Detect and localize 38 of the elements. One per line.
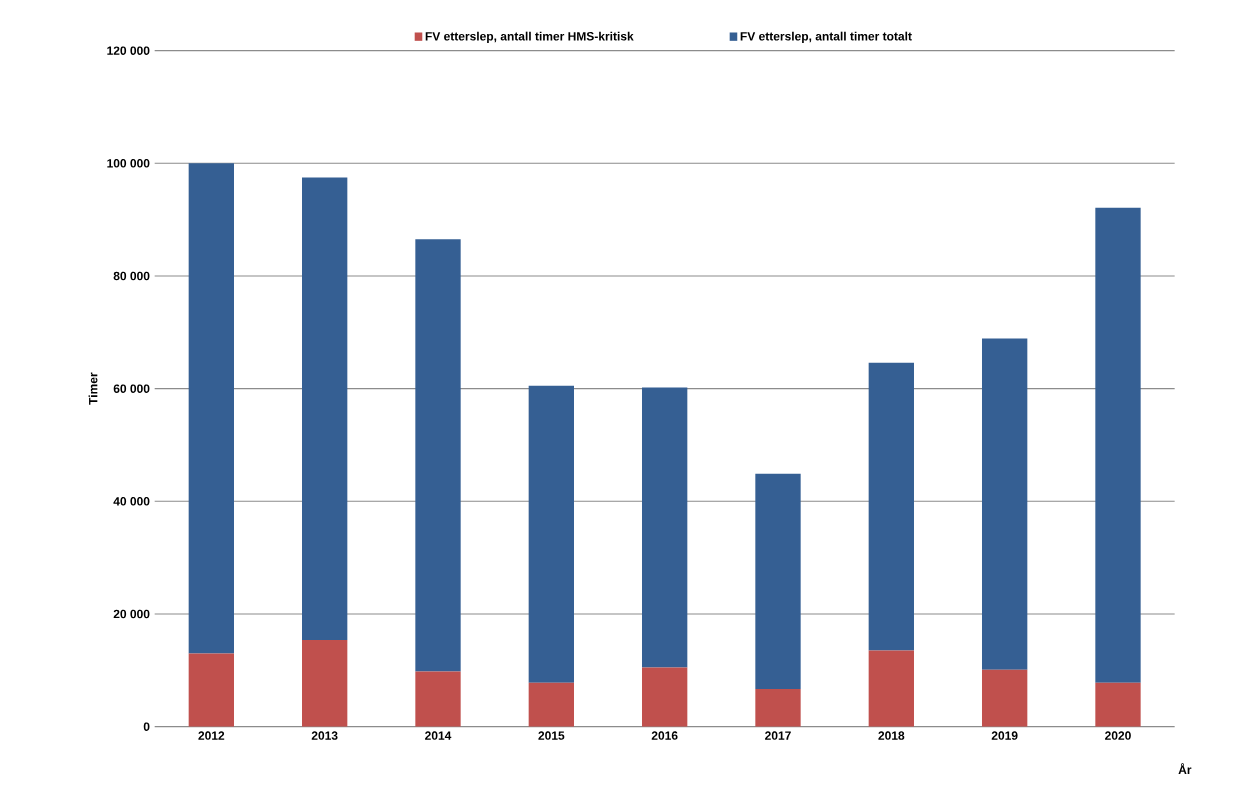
bar — [981, 669, 1028, 727]
y-tick-label: 40 000 — [113, 497, 150, 506]
x-axis-title: År — [1178, 763, 1192, 774]
bar — [981, 338, 1028, 670]
bar — [755, 688, 801, 727]
y-axis-title: Timer — [88, 372, 98, 405]
bar — [528, 385, 574, 683]
bar — [642, 387, 688, 668]
bar — [1095, 207, 1141, 683]
x-tick-label: 2012 — [198, 731, 225, 740]
bar — [188, 163, 234, 654]
bar — [415, 671, 461, 727]
bar — [528, 682, 574, 727]
x-tick-label: 2013 — [311, 731, 338, 740]
x-tick-label: 2016 — [651, 731, 678, 740]
bar — [302, 639, 348, 727]
y-tick-label: 60 000 — [113, 384, 150, 393]
y-tick-label: 120 000 — [107, 46, 150, 55]
x-tick-label: 2020 — [1105, 731, 1131, 740]
x-tick-label: 2014 — [425, 731, 452, 740]
y-tick-label: 80 000 — [113, 271, 150, 281]
x-tick-label: 2017 — [765, 731, 791, 740]
x-tick-label: 2015 — [538, 731, 565, 740]
bar — [868, 362, 914, 651]
y-tick-label: 0 — [143, 722, 150, 731]
bar — [188, 653, 234, 727]
x-tick-label: 2019 — [991, 731, 1018, 740]
bar — [1095, 682, 1141, 727]
bar — [302, 177, 348, 640]
bar — [642, 667, 688, 727]
y-tick-label: 20 000 — [113, 609, 150, 619]
bar — [415, 239, 461, 672]
y-tick-label: 100 000 — [107, 159, 150, 168]
legend-label: FV etterslep, antall timer totalt — [740, 31, 912, 43]
x-tick-label: 2018 — [878, 731, 905, 740]
bar — [755, 473, 801, 689]
bar — [868, 650, 914, 727]
legend-label: FV etterslep, antall timer HMS-kritisk — [425, 31, 634, 43]
